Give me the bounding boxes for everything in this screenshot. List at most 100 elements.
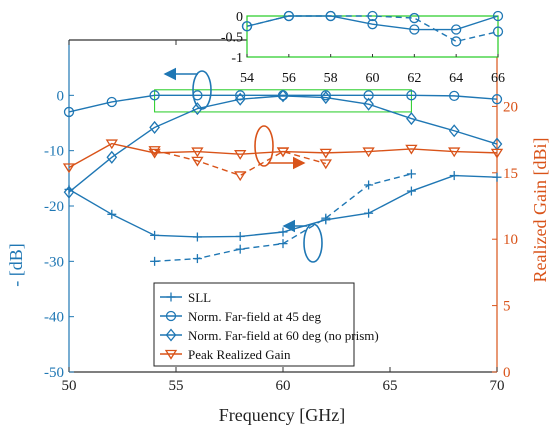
annotations bbox=[163, 67, 323, 263]
x-tick-label: 50 bbox=[62, 378, 77, 394]
legend-marker bbox=[165, 328, 177, 342]
series-point bbox=[363, 90, 374, 101]
annotation-ellipse-middle bbox=[254, 125, 274, 167]
x-tick-label: 60 bbox=[276, 378, 291, 394]
series-point bbox=[235, 231, 245, 241]
series-point bbox=[191, 147, 204, 158]
series-point bbox=[320, 91, 332, 105]
legend: SLL Norm. Far-field at 45 deg Norm. Far-fi… bbox=[153, 282, 379, 367]
series-point bbox=[405, 144, 418, 155]
series-point bbox=[320, 90, 331, 101]
series-point bbox=[235, 244, 245, 254]
x-tick-label: 55 bbox=[169, 378, 184, 394]
series-point bbox=[362, 147, 375, 158]
inset-series-line bbox=[246, 15, 499, 43]
inset-x-tick-label: 56 bbox=[282, 71, 296, 86]
series-point bbox=[406, 90, 417, 101]
series-point bbox=[277, 89, 289, 103]
y-left-tick-label: -50 bbox=[44, 365, 64, 381]
series-4-triangle-down bbox=[62, 139, 504, 174]
series-point bbox=[278, 239, 288, 249]
y-right-tick-label: 15 bbox=[503, 166, 518, 182]
series-point bbox=[192, 232, 202, 242]
series-point bbox=[364, 180, 374, 190]
series-point bbox=[63, 106, 75, 118]
series-point bbox=[63, 185, 75, 199]
inset-x-tick-label: 64 bbox=[449, 71, 463, 86]
inset-series-point bbox=[241, 21, 253, 32]
y-right-tick-label: 10 bbox=[503, 232, 518, 248]
series-point bbox=[490, 148, 504, 159]
inset-series-1 bbox=[241, 10, 504, 47]
series-point bbox=[234, 150, 247, 160]
inset-series-point bbox=[325, 10, 336, 22]
x-tick-label: 70 bbox=[490, 378, 505, 394]
inset-x-tick-label: 58 bbox=[324, 71, 338, 86]
inset-frame bbox=[246, 15, 499, 58]
legend-marker bbox=[165, 310, 177, 322]
y-right-tick-label: 20 bbox=[503, 99, 518, 115]
inset-series-point bbox=[367, 10, 378, 22]
series-point bbox=[149, 120, 160, 134]
y-left-tick-label: -30 bbox=[44, 254, 64, 270]
inset-series-point bbox=[492, 26, 504, 37]
series-point bbox=[321, 213, 331, 223]
series-point bbox=[105, 139, 118, 150]
series-line bbox=[68, 142, 498, 169]
series-point bbox=[150, 256, 160, 266]
inset-series-point bbox=[409, 24, 420, 35]
series-point bbox=[148, 148, 161, 159]
series-line bbox=[154, 149, 326, 177]
inset-series-point bbox=[283, 10, 294, 22]
series-point bbox=[319, 148, 332, 159]
legend-marker bbox=[166, 292, 176, 302]
legend-label: Peak Realized Gain bbox=[188, 347, 291, 362]
inset-y-tick-label: -0.5 bbox=[221, 31, 243, 46]
y-left-tick-label: -20 bbox=[44, 199, 64, 215]
inset-plot: 54 56 58 60 62 64 66 0 -0.5 -1 bbox=[221, 10, 505, 86]
series-point bbox=[491, 94, 503, 105]
x-tick-label: 65 bbox=[383, 378, 398, 394]
legend-label: Norm. Far-field at 45 deg bbox=[188, 309, 321, 324]
legend-item: SLL bbox=[160, 290, 211, 305]
inset-series-point bbox=[367, 19, 378, 30]
legend-label: Norm. Far-field at 60 deg (no prism) bbox=[188, 328, 379, 343]
series-point bbox=[234, 171, 247, 182]
series-5-triangle-down-dashed bbox=[148, 146, 332, 182]
inset-series-point bbox=[409, 12, 420, 24]
series-point bbox=[406, 186, 416, 196]
legend-label: SLL bbox=[188, 290, 211, 305]
legend-item: Norm. Far-field at 45 deg bbox=[160, 309, 321, 324]
annotation-ellipse-top bbox=[192, 70, 212, 110]
y-right-tick-label: 0 bbox=[503, 365, 511, 381]
y-right-tick-label: 5 bbox=[503, 299, 511, 315]
inset-series-point bbox=[451, 24, 462, 35]
series-point bbox=[363, 97, 374, 111]
series-line bbox=[68, 94, 498, 113]
x-axis-label: Frequency [GHz] bbox=[219, 405, 345, 425]
inset-x-tick-label: 66 bbox=[491, 71, 505, 86]
series-point bbox=[106, 96, 117, 108]
inset-y-tick-label: 0 bbox=[236, 10, 243, 25]
inset-x-tick-label: 60 bbox=[366, 71, 380, 86]
series-line bbox=[154, 173, 412, 263]
series-point bbox=[449, 171, 459, 181]
y-left-tick-label: -40 bbox=[44, 310, 64, 326]
series-point bbox=[406, 169, 416, 179]
annotation-ellipse-bottom bbox=[303, 223, 323, 263]
legend-item: Norm. Far-field at 60 deg (no prism) bbox=[160, 328, 379, 343]
series-point bbox=[192, 254, 202, 264]
series-point bbox=[492, 172, 502, 182]
series-point bbox=[449, 90, 460, 102]
inset-y-tick-label: -1 bbox=[231, 51, 243, 66]
legend-item: Peak Realized Gain bbox=[160, 347, 291, 362]
inset-series-point bbox=[492, 10, 504, 22]
y-left-tick-label: -10 bbox=[44, 144, 64, 160]
series-point bbox=[148, 146, 161, 156]
series-point bbox=[62, 163, 76, 174]
y-left-tick-label: 0 bbox=[57, 88, 65, 104]
series-point bbox=[276, 147, 290, 158]
inset-x-tick-label: 54 bbox=[240, 71, 254, 86]
